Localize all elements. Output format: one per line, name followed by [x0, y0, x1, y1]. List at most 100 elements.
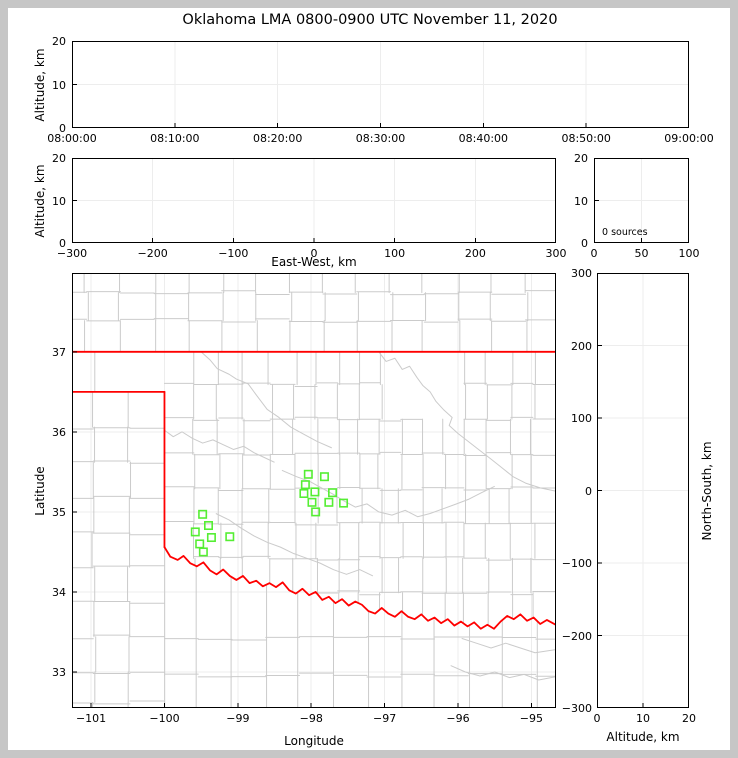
- y-tick-label: 100: [571, 412, 592, 425]
- y-tick-label: 37: [52, 345, 66, 359]
- x-tick-label: 20: [682, 712, 696, 725]
- axes-frame: [72, 273, 556, 708]
- lma-station-marker: [310, 487, 320, 497]
- x-tick-label: 08:50:00: [561, 132, 611, 145]
- map-plot-area: [72, 273, 556, 708]
- x-tick-label: 0: [590, 247, 598, 260]
- x-tick-label: 08:20:00: [252, 132, 303, 145]
- y-tick-label: −200: [561, 629, 592, 643]
- time_height-plot-area: [72, 41, 689, 128]
- lma-station-marker: [303, 469, 313, 479]
- x-tick-label: 08:30:00: [355, 132, 406, 145]
- y-tick-label: 0: [59, 122, 66, 135]
- ew_height-plot-area: [72, 158, 556, 243]
- lma-station-marker: [299, 489, 309, 499]
- gridlines: [598, 274, 688, 707]
- gridlines: [73, 274, 555, 707]
- x-tick-label: 10: [636, 712, 650, 725]
- x-tick-label: 200: [464, 247, 486, 260]
- lma-station-marker: [324, 497, 334, 507]
- lma-station-marker: [319, 472, 329, 482]
- x-tick-label: 08:40:00: [458, 132, 509, 145]
- lma-station-marker: [195, 539, 205, 549]
- y-tick-label: 20: [52, 152, 66, 165]
- alt_hist-plot-area: [594, 158, 689, 243]
- panel-time-height: [72, 41, 689, 128]
- axes-frame: [72, 158, 556, 243]
- y-tick-label: 10: [574, 194, 588, 208]
- x-tick-label: −200: [137, 247, 168, 260]
- y-tick-label: 35: [52, 505, 66, 519]
- lma-station-marker: [339, 498, 349, 508]
- lma-station-marker: [206, 533, 216, 543]
- lma-station-marker: [307, 497, 317, 507]
- x-tick-label: 50: [634, 247, 649, 260]
- y-tick-label: −300: [561, 702, 592, 715]
- x-tick-label: −101: [75, 712, 107, 725]
- x-tick-label: 08:00:00: [47, 132, 97, 145]
- lma-station-marker: [225, 532, 235, 542]
- axes-frame: [597, 273, 689, 708]
- y-tick-label: 0: [585, 484, 592, 498]
- panel-northsouth-height: [597, 273, 689, 708]
- y-tick-label: 36: [52, 425, 66, 439]
- lma-station-marker: [198, 547, 208, 557]
- x-tick-label: −96: [446, 712, 470, 725]
- oklahoma-state-border: [72, 350, 556, 630]
- lma-station-marker: [190, 527, 200, 537]
- panel-eastwest-height: [72, 158, 556, 243]
- tick-marks: [72, 158, 556, 243]
- y-tick-label: 20: [52, 35, 66, 48]
- x-tick-label: −95: [519, 712, 544, 725]
- axes-frame: [594, 158, 689, 243]
- x-tick-label: −99: [226, 712, 250, 725]
- x-axis-label: Altitude, km: [606, 730, 680, 744]
- x-tick-label: 100: [678, 247, 700, 260]
- tick-marks: [73, 351, 532, 707]
- lma-station-marker: [204, 521, 214, 531]
- y-tick-label: 10: [52, 78, 66, 92]
- axes-frame: [72, 41, 689, 128]
- lma-station-marker: [198, 509, 208, 519]
- tick-marks: [72, 41, 689, 128]
- y-tick-label: 0: [59, 237, 66, 250]
- lma-station-marker: [311, 507, 321, 517]
- gridlines: [595, 159, 688, 242]
- y-tick-label: −100: [561, 557, 592, 570]
- y-axis-label: Altitude, km: [33, 47, 47, 122]
- ns_height-plot-area: [597, 273, 689, 708]
- y-axis-label: North-South, km: [700, 440, 714, 541]
- county-lines: [72, 273, 556, 708]
- x-tick-label: 0: [310, 247, 318, 260]
- lma-station-marker: [300, 480, 310, 490]
- sources-count-annotation: 0 sources: [602, 227, 648, 238]
- gridlines: [73, 42, 688, 127]
- y-tick-label: 300: [571, 267, 592, 280]
- y-axis-label: Altitude, km: [33, 163, 47, 238]
- gridlines: [73, 159, 555, 242]
- y-tick-label: 200: [571, 339, 592, 353]
- y-tick-label: 10: [52, 194, 66, 208]
- figure-title: Oklahoma LMA 0800-0900 UTC November 11, …: [182, 12, 558, 28]
- panel-altitude-histogram: [594, 158, 689, 243]
- tick-marks: [597, 273, 689, 708]
- river-lines: [164, 351, 556, 681]
- y-tick-label: 0: [581, 237, 588, 250]
- x-tick-label: 100: [384, 247, 406, 260]
- figure-page: Oklahoma LMA 0800-0900 UTC November 11, …: [8, 8, 730, 750]
- tick-marks: [594, 158, 689, 243]
- x-tick-label: 09:00:00: [664, 132, 714, 145]
- x-tick-label: −300: [56, 247, 88, 260]
- x-tick-label: 300: [545, 247, 567, 260]
- y-tick-label: 20: [574, 152, 588, 165]
- x-axis-label: East-West, km: [271, 255, 357, 269]
- panel-plan-view-map: [72, 273, 556, 708]
- x-tick-label: −98: [299, 712, 323, 725]
- x-tick-label: −100: [149, 712, 180, 725]
- y-tick-label: 34: [52, 585, 66, 599]
- x-tick-label: 08:10:00: [150, 132, 200, 145]
- y-axis-label: Latitude: [33, 465, 47, 516]
- x-axis-label: Longitude: [284, 734, 344, 748]
- x-tick-label: 0: [593, 712, 601, 725]
- x-tick-label: −100: [218, 247, 249, 260]
